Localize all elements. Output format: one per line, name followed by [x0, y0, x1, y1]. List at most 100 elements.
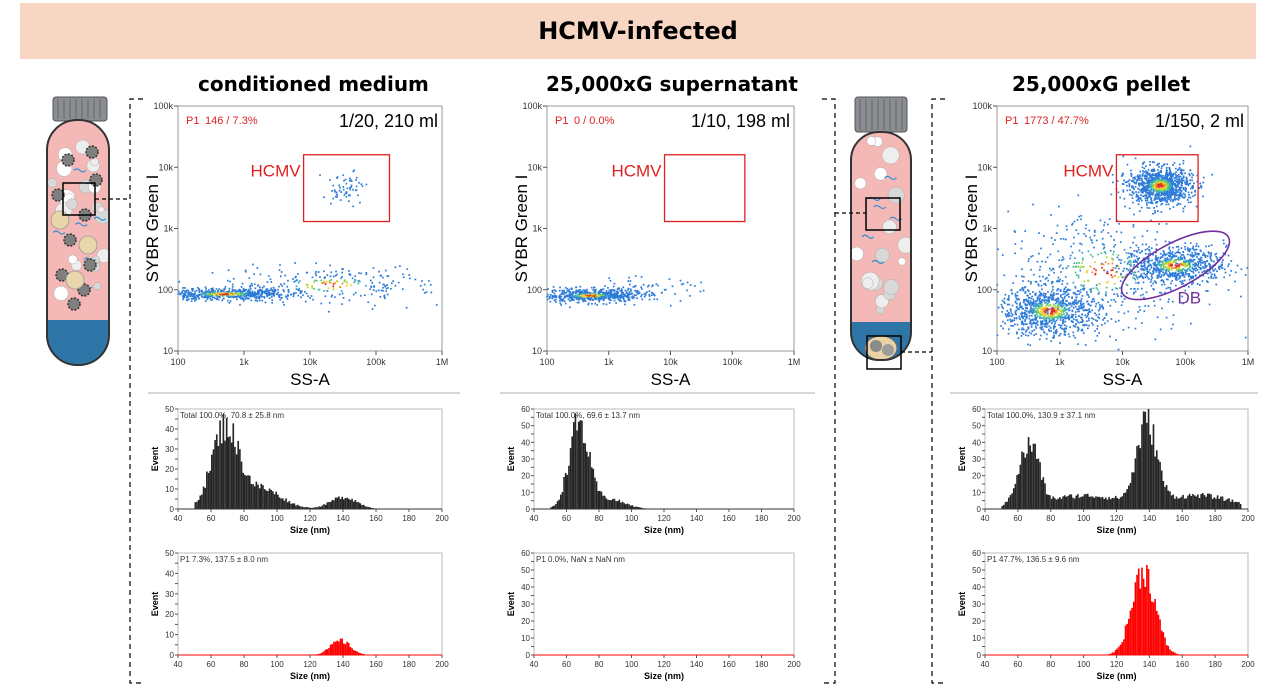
- data-point: [1003, 297, 1006, 300]
- data-point: [1077, 310, 1079, 313]
- data-point: [209, 294, 211, 296]
- histogram-bar: [262, 485, 264, 509]
- data-point: [1128, 256, 1131, 258]
- data-point: [582, 297, 584, 300]
- data-point: [345, 195, 348, 198]
- data-point: [1019, 302, 1022, 304]
- histogram-bar: [347, 642, 350, 655]
- x-tick-label: 140: [690, 514, 704, 523]
- data-point: [621, 292, 624, 295]
- data-point: [1156, 266, 1159, 269]
- data-point: [604, 292, 607, 295]
- data-point: [1059, 326, 1062, 329]
- data-point: [304, 290, 306, 293]
- data-point: [1059, 333, 1062, 335]
- data-point: [1195, 274, 1197, 277]
- data-point: [1086, 269, 1089, 272]
- data-point: [1034, 280, 1037, 283]
- data-point: [334, 282, 336, 284]
- data-point: [1107, 280, 1110, 283]
- histogram-bar: [326, 649, 329, 655]
- histogram-bar: [597, 491, 599, 509]
- data-point: [1102, 319, 1104, 321]
- data-point: [1135, 255, 1138, 258]
- data-point: [1135, 191, 1137, 193]
- data-point: [1188, 278, 1191, 281]
- histogram-bar: [367, 506, 370, 509]
- data-point: [191, 295, 193, 297]
- data-point: [1089, 265, 1092, 268]
- data-point: [1244, 336, 1247, 339]
- data-point: [1043, 299, 1045, 302]
- data-point: [1176, 178, 1178, 181]
- data-point: [1107, 272, 1109, 275]
- y-tick-label: 50: [165, 549, 174, 558]
- data-point: [1014, 301, 1017, 304]
- data-point: [1188, 194, 1190, 196]
- data-point: [1144, 193, 1147, 196]
- data-point: [249, 287, 252, 290]
- data-point: [1030, 281, 1032, 283]
- data-point: [355, 185, 358, 188]
- data-point: [567, 289, 570, 292]
- data-point: [1026, 306, 1028, 309]
- data-point: [1107, 301, 1109, 303]
- data-point: [602, 297, 605, 300]
- data-point: [1166, 263, 1169, 265]
- data-point: [1156, 178, 1159, 180]
- data-point: [1162, 264, 1165, 267]
- data-point: [360, 183, 363, 186]
- data-point: [1161, 254, 1164, 257]
- data-point: [1026, 289, 1029, 291]
- data-point: [1081, 251, 1084, 254]
- data-point: [218, 296, 221, 299]
- data-point: [1105, 314, 1108, 316]
- data-point: [1240, 295, 1242, 298]
- data-point: [1018, 298, 1020, 301]
- data-point: [1010, 315, 1013, 318]
- data-point: [1147, 173, 1149, 176]
- data-point: [279, 283, 282, 286]
- histogram-bar: [204, 487, 207, 509]
- data-point: [334, 274, 337, 277]
- y-tick-label: 30: [521, 455, 530, 464]
- data-point: [1121, 276, 1124, 279]
- data-point: [1035, 303, 1037, 305]
- data-point: [1160, 174, 1162, 177]
- data-point: [1192, 276, 1194, 278]
- data-point: [1056, 297, 1059, 300]
- data-point: [1175, 284, 1177, 287]
- data-point: [1174, 191, 1177, 194]
- data-point: [1209, 266, 1212, 269]
- data-point: [181, 291, 184, 294]
- data-point: [198, 293, 201, 296]
- data-point: [1036, 307, 1039, 310]
- data-point: [221, 299, 223, 302]
- data-point: [1171, 300, 1174, 303]
- data-point: [1010, 289, 1013, 292]
- data-point: [1163, 283, 1166, 286]
- data-point: [1140, 262, 1143, 264]
- x-axis-label: SS-A: [1103, 370, 1143, 389]
- data-point: [423, 292, 426, 294]
- histogram-bar: [272, 491, 274, 509]
- data-point: [1124, 205, 1126, 208]
- data-point: [1036, 303, 1039, 306]
- data-point: [342, 186, 345, 188]
- data-point: [1059, 294, 1062, 296]
- data-point: [1223, 268, 1226, 271]
- data-point: [1142, 162, 1144, 164]
- data-point: [1064, 292, 1066, 295]
- data-point: [1081, 262, 1083, 264]
- histogram-bar: [639, 507, 642, 509]
- data-point: [1137, 246, 1140, 249]
- data-point: [380, 289, 383, 292]
- data-point: [1051, 281, 1054, 283]
- data-point: [252, 263, 254, 266]
- data-point: [1219, 265, 1222, 268]
- data-point: [1048, 299, 1050, 301]
- data-point: [1167, 187, 1169, 190]
- data-point: [1145, 188, 1148, 191]
- data-point: [633, 294, 636, 296]
